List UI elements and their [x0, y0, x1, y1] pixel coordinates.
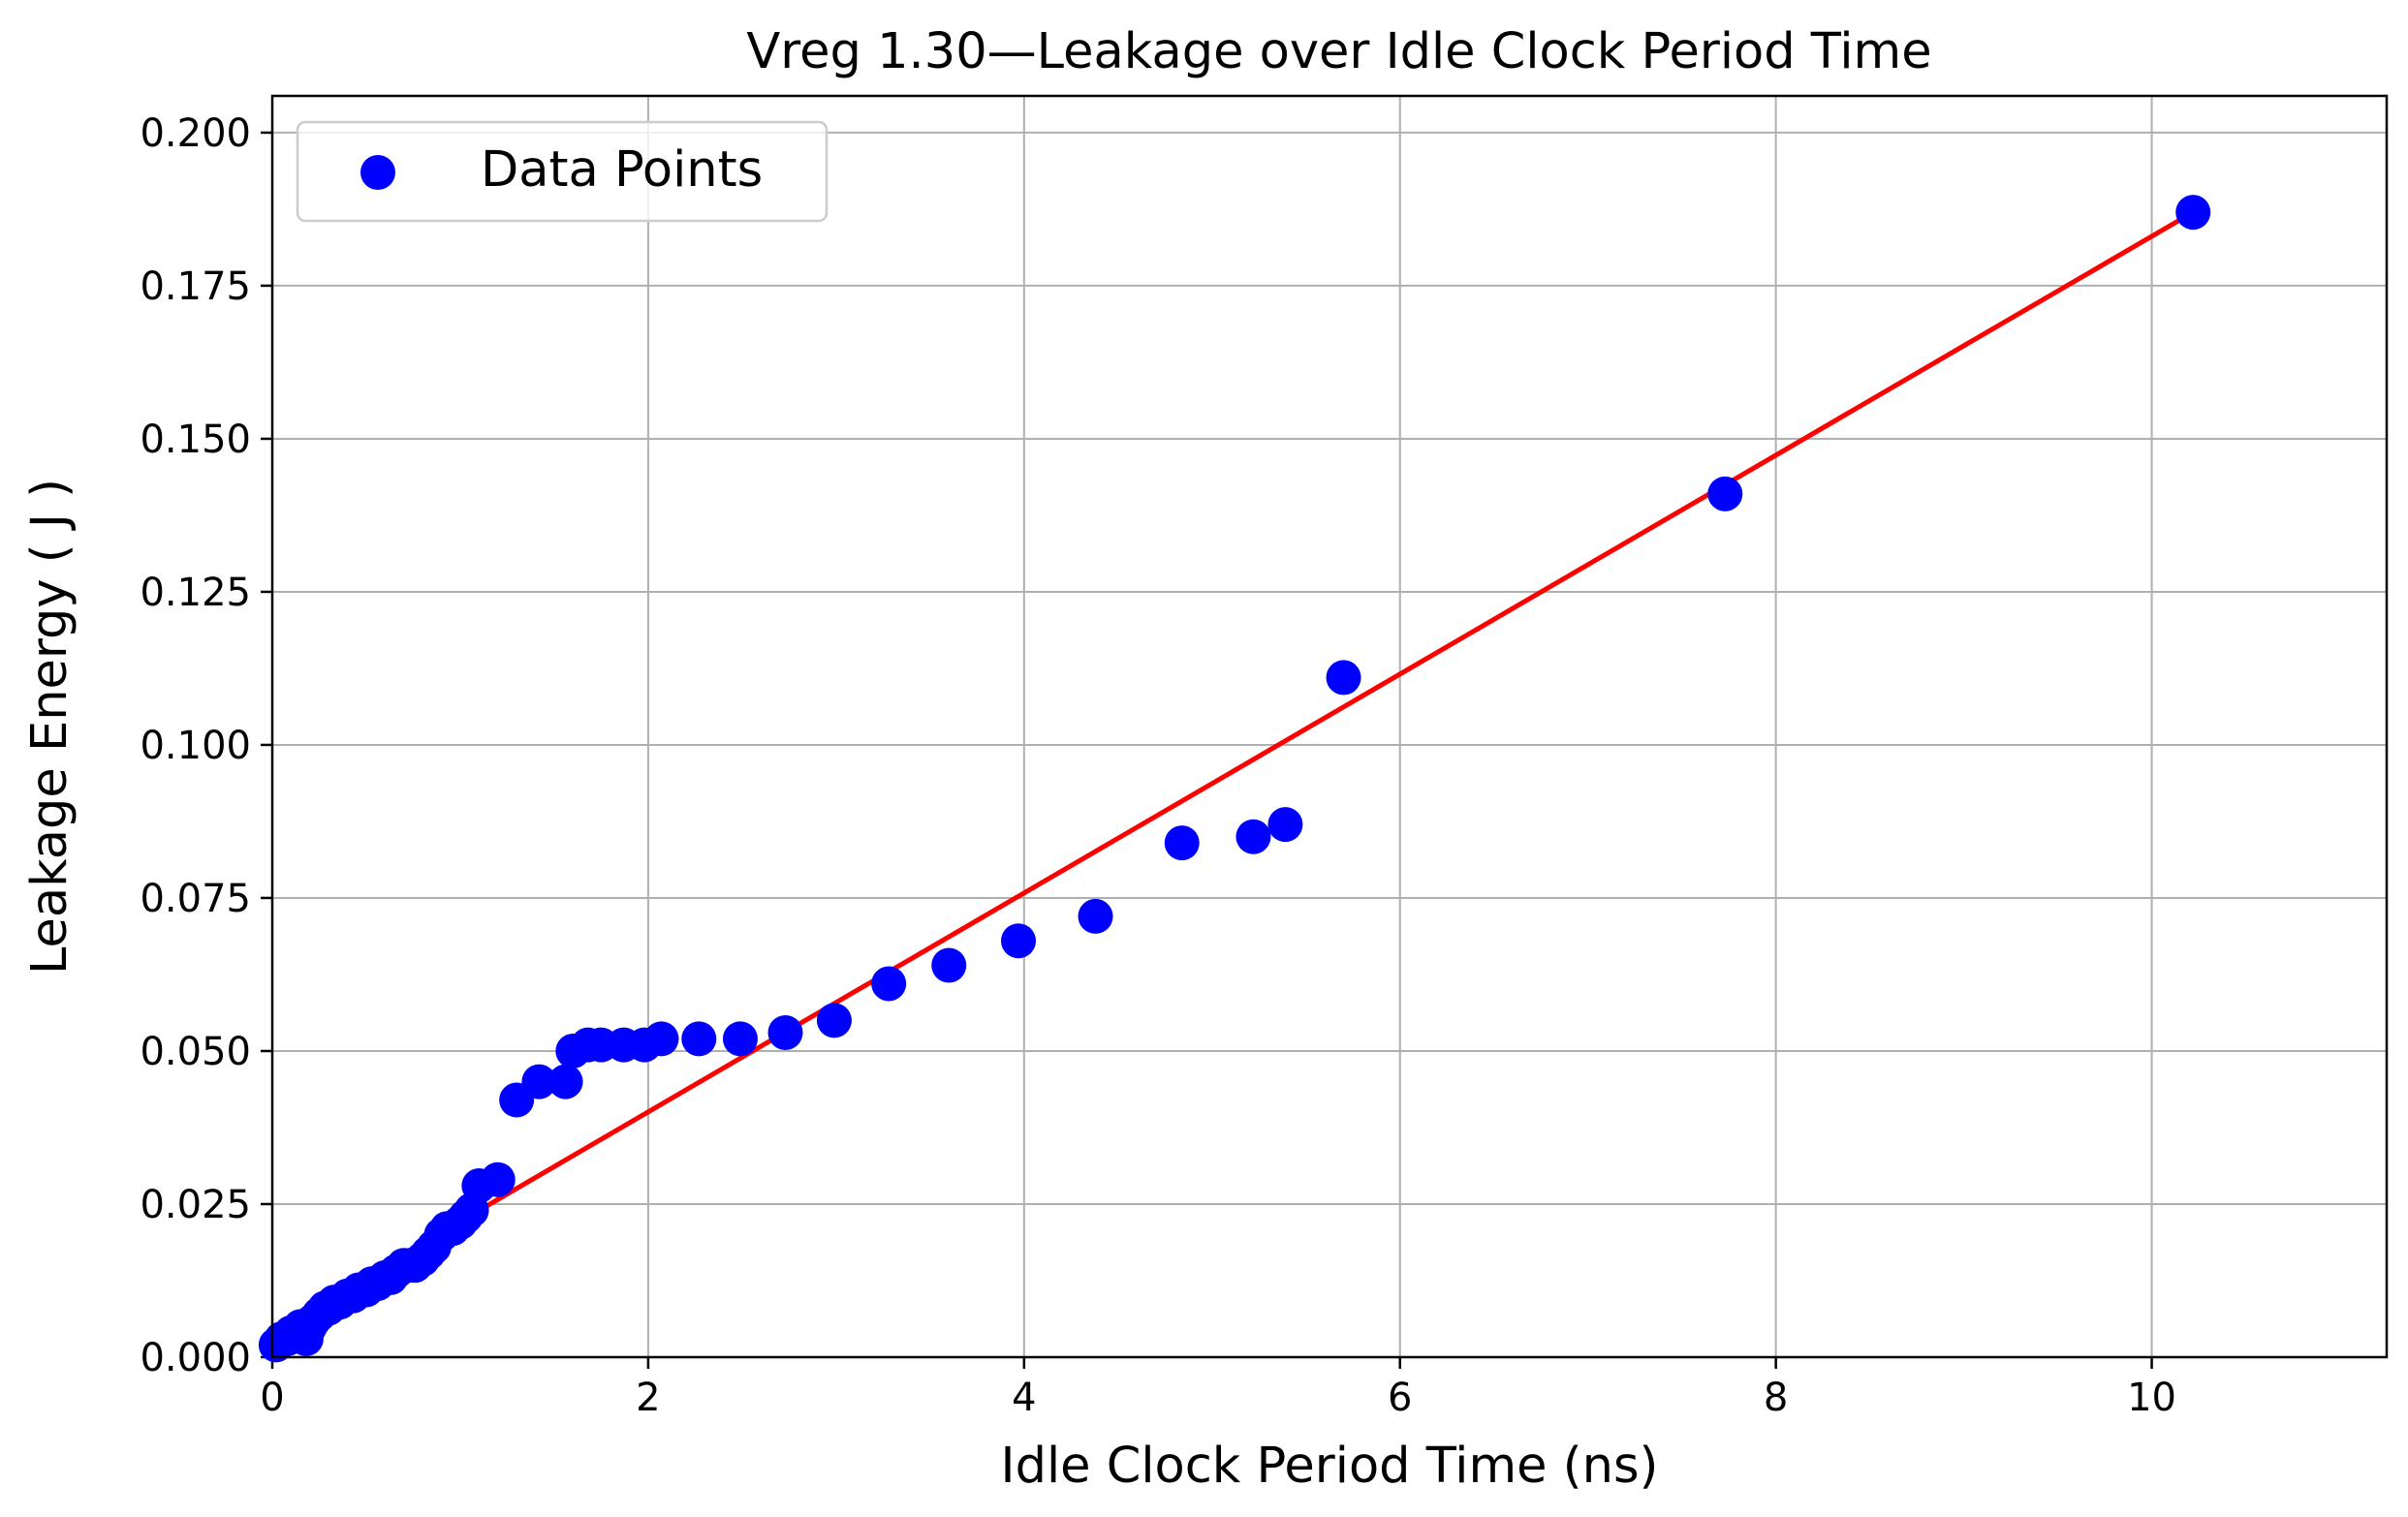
data-point — [871, 966, 907, 1002]
y-tick-label: 0.125 — [140, 571, 251, 615]
data-point — [1707, 476, 1743, 511]
y-tick-label: 0.100 — [140, 724, 251, 768]
x-tick-label: 0 — [260, 1376, 284, 1420]
legend-label: Data Points — [481, 141, 763, 199]
data-point — [1001, 923, 1037, 959]
y-tick-label: 0.075 — [140, 877, 251, 921]
x-tick-label: 2 — [636, 1376, 660, 1420]
x-axis-label: Idle Clock Period Time (ns) — [1001, 1438, 1659, 1495]
data-point — [2175, 195, 2211, 231]
plot-frame — [270, 94, 2389, 1359]
y-axis-ticks: 0.000 0.025 0.050 0.075 0.100 0.125 0.150 0.175… — [140, 111, 272, 1380]
data-point — [480, 1161, 516, 1197]
x-tick-label: 4 — [1012, 1376, 1036, 1420]
x-axis-ticks: 0 2 4 6 8 10 — [260, 1357, 2176, 1420]
data-point — [1267, 807, 1303, 843]
data-point — [681, 1021, 717, 1057]
data-point — [931, 947, 967, 983]
data-point — [547, 1064, 583, 1099]
x-tick-label: 6 — [1388, 1376, 1412, 1420]
data-point — [1235, 819, 1271, 854]
x-tick-label: 8 — [1764, 1376, 1788, 1420]
y-tick-label: 0.150 — [140, 418, 251, 462]
legend: Data Points — [296, 120, 829, 223]
y-tick-label: 0.050 — [140, 1030, 251, 1074]
data-point — [1078, 898, 1113, 934]
data-point — [1164, 825, 1200, 861]
chart-title: Vreg 1.30—Leakage over Idle Clock Period… — [746, 23, 1931, 80]
data-point — [521, 1064, 557, 1099]
fit-line — [270, 209, 2195, 1333]
data-point — [767, 1015, 803, 1051]
data-point — [643, 1021, 679, 1057]
y-tick-label: 0.000 — [140, 1336, 251, 1380]
data-points — [258, 195, 2211, 1363]
data-point — [1326, 660, 1361, 696]
y-tick-label: 0.025 — [140, 1183, 251, 1227]
legend-marker — [360, 155, 395, 190]
y-tick-label: 0.200 — [140, 111, 251, 156]
x-tick-label: 10 — [2127, 1376, 2176, 1420]
legend-box — [296, 120, 829, 223]
y-axis-label: Leakage Energy ( J ) — [21, 479, 78, 975]
data-point — [722, 1021, 758, 1057]
data-point — [816, 1003, 852, 1038]
fit-line-layer — [270, 209, 2195, 1333]
y-tick-label: 0.175 — [140, 264, 251, 309]
